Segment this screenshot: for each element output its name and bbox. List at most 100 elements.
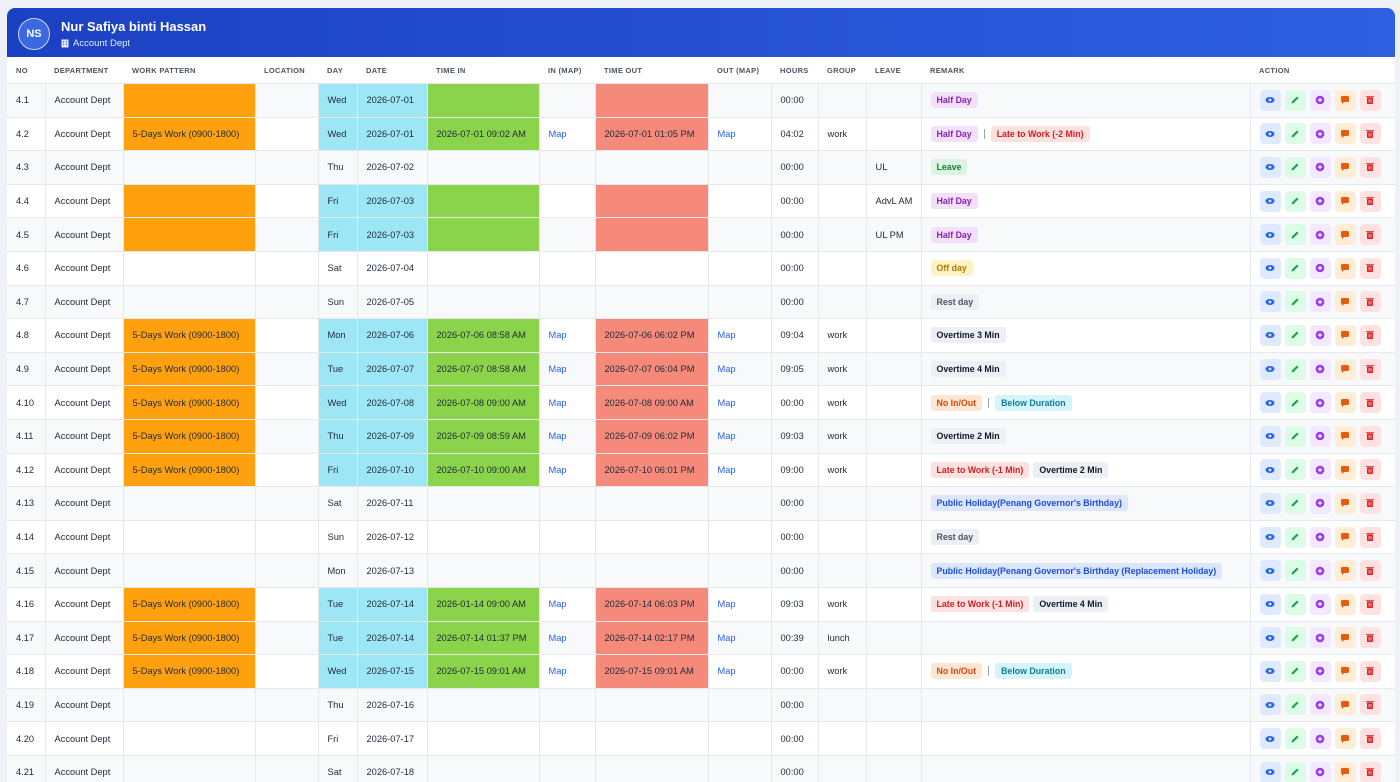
delete-button[interactable] xyxy=(1359,257,1381,279)
view-button[interactable] xyxy=(1259,257,1281,279)
delete-button[interactable] xyxy=(1359,190,1381,212)
comment-button[interactable] xyxy=(1334,291,1356,313)
edit-button[interactable] xyxy=(1284,728,1306,750)
edit-button[interactable] xyxy=(1284,593,1306,615)
edit-button[interactable] xyxy=(1284,425,1306,447)
delete-button[interactable] xyxy=(1359,89,1381,111)
add-button[interactable] xyxy=(1309,291,1331,313)
delete-button[interactable] xyxy=(1359,593,1381,615)
view-button[interactable] xyxy=(1259,593,1281,615)
delete-button[interactable] xyxy=(1359,492,1381,514)
comment-button[interactable] xyxy=(1334,694,1356,716)
add-button[interactable] xyxy=(1309,627,1331,649)
comment-button[interactable] xyxy=(1334,761,1356,782)
comment-button[interactable] xyxy=(1334,492,1356,514)
edit-button[interactable] xyxy=(1284,660,1306,682)
edit-button[interactable] xyxy=(1284,392,1306,414)
view-button[interactable] xyxy=(1259,358,1281,380)
edit-button[interactable] xyxy=(1284,358,1306,380)
add-button[interactable] xyxy=(1309,728,1331,750)
add-button[interactable] xyxy=(1309,492,1331,514)
map-link[interactable]: Map xyxy=(717,632,736,643)
delete-button[interactable] xyxy=(1359,123,1381,145)
add-button[interactable] xyxy=(1309,89,1331,111)
add-button[interactable] xyxy=(1309,257,1331,279)
add-button[interactable] xyxy=(1309,224,1331,246)
comment-button[interactable] xyxy=(1334,425,1356,447)
map-link[interactable]: Map xyxy=(717,599,736,610)
view-button[interactable] xyxy=(1259,526,1281,548)
map-link[interactable]: Map xyxy=(717,330,736,341)
edit-button[interactable] xyxy=(1284,560,1306,582)
comment-button[interactable] xyxy=(1334,358,1356,380)
view-button[interactable] xyxy=(1259,291,1281,313)
comment-button[interactable] xyxy=(1334,392,1356,414)
delete-button[interactable] xyxy=(1359,425,1381,447)
delete-button[interactable] xyxy=(1359,324,1381,346)
delete-button[interactable] xyxy=(1359,694,1381,716)
edit-button[interactable] xyxy=(1284,526,1306,548)
delete-button[interactable] xyxy=(1359,761,1381,782)
comment-button[interactable] xyxy=(1334,660,1356,682)
view-button[interactable] xyxy=(1259,392,1281,414)
delete-button[interactable] xyxy=(1359,156,1381,178)
view-button[interactable] xyxy=(1259,190,1281,212)
delete-button[interactable] xyxy=(1359,560,1381,582)
delete-button[interactable] xyxy=(1359,627,1381,649)
edit-button[interactable] xyxy=(1284,156,1306,178)
delete-button[interactable] xyxy=(1359,224,1381,246)
map-link[interactable]: Map xyxy=(717,364,736,375)
delete-button[interactable] xyxy=(1359,291,1381,313)
view-button[interactable] xyxy=(1259,694,1281,716)
add-button[interactable] xyxy=(1309,459,1331,481)
view-button[interactable] xyxy=(1259,459,1281,481)
delete-button[interactable] xyxy=(1359,459,1381,481)
view-button[interactable] xyxy=(1259,627,1281,649)
edit-button[interactable] xyxy=(1284,459,1306,481)
edit-button[interactable] xyxy=(1284,627,1306,649)
map-link[interactable]: Map xyxy=(548,666,567,677)
delete-button[interactable] xyxy=(1359,660,1381,682)
add-button[interactable] xyxy=(1309,324,1331,346)
edit-button[interactable] xyxy=(1284,761,1306,782)
comment-button[interactable] xyxy=(1334,560,1356,582)
view-button[interactable] xyxy=(1259,89,1281,111)
add-button[interactable] xyxy=(1309,156,1331,178)
view-button[interactable] xyxy=(1259,660,1281,682)
comment-button[interactable] xyxy=(1334,224,1356,246)
view-button[interactable] xyxy=(1259,728,1281,750)
add-button[interactable] xyxy=(1309,660,1331,682)
map-link[interactable]: Map xyxy=(548,431,567,442)
add-button[interactable] xyxy=(1309,593,1331,615)
map-link[interactable]: Map xyxy=(548,364,567,375)
view-button[interactable] xyxy=(1259,560,1281,582)
map-link[interactable]: Map xyxy=(548,599,567,610)
comment-button[interactable] xyxy=(1334,728,1356,750)
delete-button[interactable] xyxy=(1359,526,1381,548)
add-button[interactable] xyxy=(1309,694,1331,716)
edit-button[interactable] xyxy=(1284,324,1306,346)
delete-button[interactable] xyxy=(1359,728,1381,750)
map-link[interactable]: Map xyxy=(548,128,567,139)
comment-button[interactable] xyxy=(1334,627,1356,649)
add-button[interactable] xyxy=(1309,190,1331,212)
edit-button[interactable] xyxy=(1284,291,1306,313)
map-link[interactable]: Map xyxy=(717,431,736,442)
map-link[interactable]: Map xyxy=(717,128,736,139)
delete-button[interactable] xyxy=(1359,358,1381,380)
edit-button[interactable] xyxy=(1284,492,1306,514)
view-button[interactable] xyxy=(1259,492,1281,514)
comment-button[interactable] xyxy=(1334,123,1356,145)
add-button[interactable] xyxy=(1309,526,1331,548)
comment-button[interactable] xyxy=(1334,526,1356,548)
view-button[interactable] xyxy=(1259,156,1281,178)
add-button[interactable] xyxy=(1309,358,1331,380)
edit-button[interactable] xyxy=(1284,190,1306,212)
delete-button[interactable] xyxy=(1359,392,1381,414)
add-button[interactable] xyxy=(1309,761,1331,782)
map-link[interactable]: Map xyxy=(548,632,567,643)
add-button[interactable] xyxy=(1309,425,1331,447)
view-button[interactable] xyxy=(1259,224,1281,246)
view-button[interactable] xyxy=(1259,123,1281,145)
view-button[interactable] xyxy=(1259,425,1281,447)
